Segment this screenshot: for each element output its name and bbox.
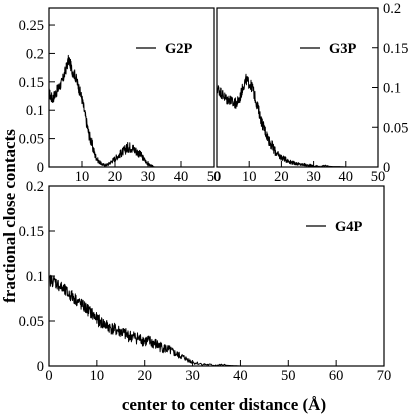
x-axis-label: center to center distance (Å) bbox=[122, 395, 326, 414]
x-tick-label: 10 bbox=[242, 169, 257, 185]
y-axis-label: fractional close contacts bbox=[0, 129, 19, 303]
x-tick-label: 40 bbox=[174, 169, 189, 185]
x-tick-label: 20 bbox=[274, 169, 289, 185]
plot-frame bbox=[48, 185, 385, 367]
y-tick-label: 0.05 bbox=[19, 314, 44, 330]
x-tick-label: 30 bbox=[306, 169, 321, 185]
x-tick-label: 20 bbox=[108, 169, 123, 185]
x-tick-label: 40 bbox=[233, 368, 248, 384]
legend-label: G4P bbox=[335, 219, 363, 235]
y-tick-label: 0 bbox=[37, 359, 44, 375]
y-tick-label: 0.25 bbox=[19, 18, 44, 34]
y-tick-label: 0.1 bbox=[383, 81, 401, 97]
x-tick-label: 20 bbox=[137, 368, 152, 384]
x-tick-label: 70 bbox=[377, 368, 392, 384]
y-tick-label: 0.05 bbox=[19, 132, 44, 148]
x-tick-label: 10 bbox=[75, 169, 90, 185]
y-tick-label: 0.1 bbox=[26, 103, 44, 119]
y-tick-label: 0.15 bbox=[383, 41, 408, 57]
y-tick-label: 0 bbox=[37, 160, 44, 176]
plot-frame bbox=[48, 7, 215, 168]
legend-label: G3P bbox=[329, 41, 357, 57]
y-tick-label: 0.15 bbox=[19, 224, 44, 240]
x-tick-label: 30 bbox=[141, 169, 156, 185]
x-tick-label: 30 bbox=[185, 368, 200, 384]
panel-g4p: 0 10 20 30 40 50 60 70 0 0.05 0.1 0.15 0.2 G4P bbox=[19, 179, 392, 384]
x-tick-label: 0 bbox=[45, 368, 52, 384]
series-line-g3p bbox=[216, 73, 346, 168]
y-tick-label: 0.2 bbox=[26, 46, 44, 62]
y-tick-label: 0.15 bbox=[19, 75, 44, 91]
y-tick-label: 0.2 bbox=[383, 1, 401, 17]
x-tick-label: 60 bbox=[329, 368, 344, 384]
y-tick-label: 0.1 bbox=[26, 269, 44, 285]
x-tick-label: 40 bbox=[339, 169, 354, 185]
y-tick-label: 0.05 bbox=[383, 120, 408, 136]
x-tick-label: 50 bbox=[371, 169, 386, 185]
y-tick-label: 0.2 bbox=[26, 179, 44, 195]
x-tick-label: 50 bbox=[207, 169, 222, 185]
y-tick-label: 0 bbox=[383, 160, 390, 176]
x-tick-label: 50 bbox=[281, 368, 296, 384]
plot-frame bbox=[216, 7, 379, 168]
x-tick-label: 10 bbox=[90, 368, 105, 384]
legend-label: G2P bbox=[165, 41, 193, 57]
series-line-g2p bbox=[48, 54, 155, 168]
x-tick-label: 0 bbox=[213, 169, 220, 185]
series-line-g4p bbox=[48, 274, 241, 367]
